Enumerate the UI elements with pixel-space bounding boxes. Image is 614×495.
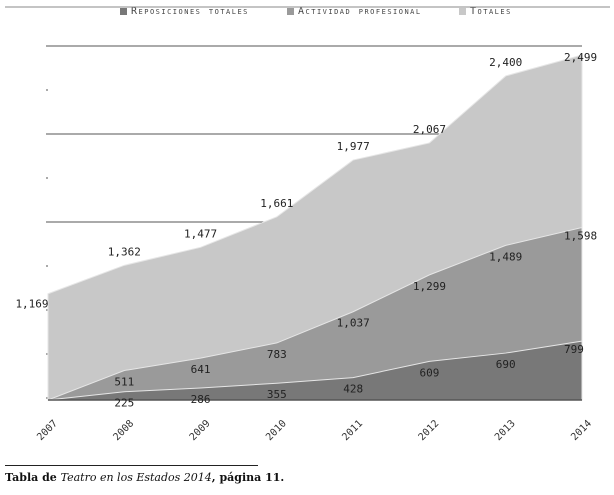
data-label: 1,299: [413, 280, 446, 293]
x-tick-label: 2012: [417, 418, 442, 443]
data-label: 641: [191, 363, 211, 376]
data-label: 2,499: [564, 51, 597, 64]
data-label: 1,489: [489, 250, 522, 263]
data-label: 1,661: [260, 197, 293, 210]
x-tick-label: 2009: [188, 418, 213, 443]
data-label: 690: [496, 358, 516, 371]
x-tick-label: 2010: [264, 418, 289, 443]
legend-label: Totales: [470, 6, 512, 17]
data-label: 2,400: [489, 56, 522, 69]
legend-label: Actividad profesional: [298, 6, 422, 17]
x-tick-label: 2007: [35, 418, 60, 443]
data-label: 1,362: [108, 245, 141, 258]
data-label: 1,037: [337, 317, 370, 330]
x-tick-label: 2013: [493, 418, 518, 443]
x-tick-label: 2011: [340, 418, 365, 443]
data-label: 1,477: [184, 227, 217, 240]
area-reposiciones-totales: [47, 340, 583, 401]
data-label: 511: [114, 376, 134, 389]
data-label: 799: [564, 343, 584, 356]
caption-title: Teatro en los Estados 2014: [60, 471, 212, 484]
caption-divider: [5, 465, 258, 466]
data-label: 1,977: [337, 140, 370, 153]
data-label: 609: [419, 366, 439, 379]
legend-swatch: [459, 8, 466, 15]
area-actividad-profesional: [47, 226, 583, 401]
data-label: 225: [114, 397, 134, 410]
legend-swatch: [120, 8, 127, 15]
data-label: 428: [343, 383, 363, 396]
chart-legend: Reposiciones totales Actividad profesion…: [0, 6, 614, 20]
x-tick-label: 2014: [569, 418, 594, 443]
data-label: 1,598: [564, 229, 597, 242]
caption-suffix: , página 11.: [211, 471, 285, 484]
legend-item-totales: Totales: [459, 6, 512, 17]
legend-item-reposiciones: Reposiciones totales: [120, 6, 249, 17]
caption-prefix: Tabla de: [5, 471, 61, 484]
x-tick-label: 2008: [111, 418, 136, 443]
legend-label: Reposiciones totales: [131, 6, 249, 17]
legend-item-actividad: Actividad profesional: [287, 6, 422, 17]
data-label: 286: [191, 393, 211, 406]
data-label: 355: [267, 388, 287, 401]
data-label: 2,067: [413, 123, 446, 136]
legend-swatch: [287, 8, 294, 15]
data-label: 783: [267, 348, 287, 361]
data-label: 1,169: [15, 298, 48, 311]
area-chart: 1,169 1,362 1,477 1,661 1,977 2,067 2,400 2,499…: [5, 6, 610, 443]
figure-caption: Tabla de Teatro en los Estados 2014, pág…: [5, 471, 284, 484]
